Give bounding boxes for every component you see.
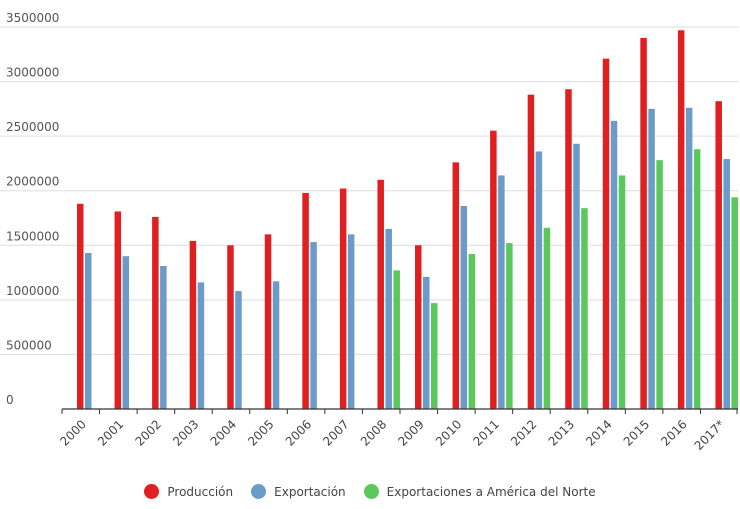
x-tick-label: 2015	[621, 417, 652, 448]
x-tick-label: 2001	[95, 417, 126, 448]
x-tick-label: 2011	[471, 417, 502, 448]
y-tick-label: 2000000	[6, 175, 59, 189]
bar-exportacion	[385, 228, 392, 409]
bars	[77, 30, 738, 410]
bar-exportacion	[347, 234, 355, 409]
bar-exportaciones-america-norte	[468, 254, 476, 409]
bar-exportaciones-america-norte	[618, 175, 626, 409]
bar-exportacion	[160, 266, 167, 409]
bar-exportacion	[423, 276, 430, 409]
bar-exportacion	[535, 151, 543, 409]
bar-exportacion	[235, 291, 242, 409]
legend-label-exportaciones-america-norte: Exportaciones a América del Norte	[386, 484, 596, 499]
bar-exportaciones-america-norte	[431, 303, 438, 409]
legend: Producción Exportación Exportaciones a A…	[0, 484, 740, 499]
bar-chart: 0 500000 1000000 1500000 2000000 2500000 30000…	[0, 11, 738, 453]
x-tick-label: 2012	[508, 417, 539, 448]
bar-exportaciones-america-norte	[393, 270, 400, 409]
y-tick-label: 2500000	[6, 120, 59, 134]
x-tick-label: 2002	[133, 417, 164, 448]
bar-exportaciones-america-norte	[693, 149, 701, 410]
y-tick-label: 1000000	[6, 284, 59, 298]
bar-produccion	[377, 179, 384, 409]
y-tick-label: 0	[6, 393, 14, 407]
bar-exportacion	[498, 175, 505, 409]
bar-exportacion	[573, 143, 580, 410]
bar-produccion	[77, 203, 84, 409]
legend-item-produccion[interactable]: Producción	[144, 484, 233, 499]
x-tick-label: 2007	[320, 417, 351, 448]
legend-item-exportacion[interactable]: Exportación	[251, 484, 346, 499]
bar-produccion	[602, 58, 610, 409]
x-tick-label: 2000	[57, 417, 88, 448]
x-tick-label: 2009	[395, 417, 426, 448]
bar-exportacion	[310, 242, 317, 409]
x-tick-label: 2006	[283, 417, 314, 448]
bar-exportaciones-america-norte	[731, 197, 738, 409]
bar-exportacion	[272, 281, 280, 409]
legend-label-produccion: Producción	[167, 484, 234, 499]
bar-exportacion	[648, 108, 655, 409]
bar-produccion	[640, 37, 647, 410]
bar-produccion	[114, 211, 122, 409]
bar-produccion	[490, 130, 497, 409]
bar-exportaciones-america-norte	[656, 160, 663, 409]
x-tick-label: 2005	[245, 417, 276, 448]
bar-exportacion	[122, 256, 130, 409]
legend-swatch-exportaciones-america-norte	[363, 484, 379, 499]
bar-produccion	[677, 30, 685, 409]
x-tick-label: 2017*	[692, 417, 728, 453]
x-axis-ticks	[61, 409, 738, 414]
grid-lines	[0, 26, 738, 355]
y-axis-labels: 0 500000 1000000 1500000 2000000 2500000 30000…	[6, 11, 59, 407]
y-tick-label: 1500000	[6, 229, 59, 243]
bar-exportacion	[197, 282, 205, 409]
bar-produccion	[527, 94, 535, 409]
x-tick-label: 2010	[433, 417, 464, 448]
bar-exportaciones-america-norte	[506, 243, 513, 409]
x-tick-label: 2008	[358, 417, 389, 448]
x-axis-labels: 2000 2001 2002 2003 2004 2005 2006 2007 2008 2009…	[57, 417, 727, 453]
legend-item-exportaciones-america-norte[interactable]: Exportaciones a América del Norte	[363, 484, 596, 499]
bar-exportacion	[723, 159, 730, 409]
bar-exportacion	[460, 205, 468, 409]
x-tick-label: 2014	[583, 417, 614, 448]
legend-swatch-produccion	[144, 484, 160, 499]
legend-label-exportacion: Exportación	[274, 484, 346, 499]
y-tick-label: 3500000	[6, 11, 59, 25]
bar-exportaciones-america-norte	[543, 227, 551, 409]
x-tick-label: 2013	[546, 417, 577, 448]
bar-produccion	[339, 188, 347, 409]
x-tick-label: 2016	[658, 417, 689, 448]
bar-exportaciones-america-norte	[581, 208, 588, 409]
bar-produccion	[415, 245, 422, 409]
bar-exportacion	[85, 252, 92, 409]
bar-exportacion	[685, 107, 693, 409]
bar-produccion	[302, 192, 309, 409]
bar-produccion	[264, 234, 272, 409]
x-tick-label: 2004	[208, 417, 239, 448]
y-tick-label: 500000	[6, 338, 52, 352]
bar-produccion	[227, 245, 234, 409]
legend-swatch-exportacion	[251, 484, 267, 499]
bar-produccion	[189, 240, 197, 409]
y-tick-label: 3000000	[6, 66, 59, 80]
bar-produccion	[152, 216, 159, 409]
x-tick-label: 2003	[170, 417, 201, 448]
bar-produccion	[452, 162, 460, 409]
bar-produccion	[565, 89, 572, 409]
bar-produccion	[715, 101, 722, 410]
bar-exportacion	[610, 120, 618, 409]
